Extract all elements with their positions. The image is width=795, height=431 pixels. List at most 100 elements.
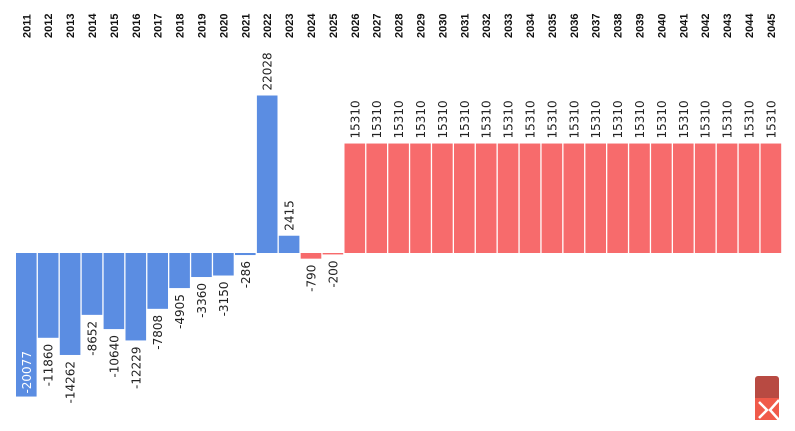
value-label-2018: -4905 — [173, 294, 187, 329]
bar-2015 — [103, 253, 125, 330]
value-label-2035: 15310 — [545, 100, 559, 138]
value-label-2013: -14262 — [64, 361, 78, 404]
value-label-2020: -3150 — [217, 282, 231, 317]
value-label-2022: 22028 — [261, 52, 275, 90]
year-label-2041: 2041 — [678, 14, 690, 38]
value-label-2016: -12229 — [129, 346, 143, 389]
year-label-2023: 2023 — [284, 14, 296, 38]
year-label-2019: 2019 — [197, 14, 209, 38]
bar-2038 — [607, 143, 628, 253]
bar-2036 — [563, 143, 585, 253]
value-label-2036: 15310 — [567, 100, 581, 138]
bar-2017 — [147, 253, 168, 309]
bar-2011 — [16, 253, 37, 397]
value-label-2037: 15310 — [589, 100, 603, 138]
value-label-2024: -790 — [305, 265, 319, 292]
bar-2043 — [716, 143, 738, 253]
brand-logo-icon — [755, 376, 780, 421]
bar-2021 — [235, 253, 256, 256]
value-label-2041: 15310 — [677, 100, 691, 138]
value-label-2015: -10640 — [107, 335, 121, 378]
value-label-2027: 15310 — [370, 100, 384, 138]
value-label-2043: 15310 — [721, 100, 735, 138]
year-label-2030: 2030 — [437, 14, 449, 38]
bar-2023 — [278, 235, 300, 253]
year-label-2016: 2016 — [131, 14, 143, 38]
year-label-2011: 2011 — [21, 14, 33, 38]
year-label-2015: 2015 — [109, 14, 121, 38]
year-label-2020: 2020 — [218, 14, 230, 38]
bar-2037 — [585, 143, 606, 253]
value-label-2038: 15310 — [611, 100, 625, 138]
year-label-2032: 2032 — [481, 14, 493, 38]
bar-2012 — [37, 253, 59, 338]
value-label-2039: 15310 — [633, 100, 647, 138]
bar-2042 — [694, 143, 716, 253]
value-label-2040: 15310 — [655, 100, 669, 138]
year-label-2043: 2043 — [722, 14, 734, 38]
value-label-2029: 15310 — [414, 100, 428, 138]
year-label-2036: 2036 — [569, 14, 581, 38]
value-label-2014: -8652 — [86, 321, 100, 356]
bar-2014 — [81, 253, 103, 315]
bars — [16, 95, 782, 397]
year-label-2039: 2039 — [635, 14, 647, 38]
year-label-2025: 2025 — [328, 14, 340, 38]
value-label-2019: -3360 — [195, 283, 209, 318]
year-label-2035: 2035 — [547, 14, 559, 38]
bar-2022 — [256, 95, 278, 253]
value-label-2028: 15310 — [392, 100, 406, 138]
bar-2033 — [497, 143, 519, 253]
year-label-2026: 2026 — [350, 14, 362, 38]
year-label-2022: 2022 — [262, 14, 274, 38]
bar-2016 — [125, 253, 147, 341]
value-label-2042: 15310 — [699, 100, 713, 138]
bar-2027 — [366, 143, 387, 253]
value-labels: -20077 -11860 -14262 -8652 -10640 -12229 -7808… — [20, 52, 779, 403]
bar-2044 — [738, 143, 760, 253]
value-label-2023: 2415 — [283, 200, 297, 231]
bar-2045 — [760, 143, 782, 253]
year-label-2038: 2038 — [613, 14, 625, 38]
bar-2024 — [300, 253, 322, 259]
bar-2019 — [191, 253, 212, 278]
value-label-2025: -200 — [326, 260, 340, 287]
bar-2040 — [651, 143, 672, 253]
value-label-2012: -11860 — [42, 344, 56, 387]
value-label-2021: -286 — [239, 261, 253, 288]
bar-2029 — [410, 143, 431, 253]
value-label-2044: 15310 — [743, 100, 757, 138]
year-label-2037: 2037 — [591, 14, 603, 38]
bar-2018 — [169, 253, 190, 289]
year-label-2017: 2017 — [153, 14, 165, 38]
bar-2035 — [541, 143, 563, 253]
value-label-2032: 15310 — [480, 100, 494, 138]
bar-2025 — [322, 253, 344, 255]
value-label-2031: 15310 — [458, 100, 472, 138]
year-label-2018: 2018 — [175, 14, 187, 38]
value-label-2030: 15310 — [436, 100, 450, 138]
year-label-2027: 2027 — [372, 14, 384, 38]
year-label-2045: 2045 — [766, 14, 778, 38]
year-label-2044: 2044 — [744, 13, 756, 38]
year-label-2042: 2042 — [700, 14, 712, 38]
year-label-2014: 2014 — [87, 13, 99, 38]
bar-2039 — [629, 143, 650, 253]
bar-2030 — [432, 143, 453, 253]
year-label-2028: 2028 — [394, 14, 406, 38]
year-label-2034: 2034 — [525, 13, 537, 38]
year-label-2033: 2033 — [503, 14, 515, 38]
value-label-2045: 15310 — [764, 100, 778, 138]
value-label-2026: 15310 — [348, 100, 362, 138]
value-label-2033: 15310 — [502, 100, 516, 138]
bar-2041 — [673, 143, 694, 253]
year-label-2031: 2031 — [459, 14, 471, 38]
year-label-2040: 2040 — [656, 14, 668, 38]
value-label-2017: -7808 — [151, 315, 165, 350]
year-label-2029: 2029 — [416, 14, 428, 38]
value-label-2034: 15310 — [524, 100, 538, 138]
year-label-2013: 2013 — [65, 14, 77, 38]
bar-2013 — [59, 253, 81, 355]
bar-2034 — [519, 143, 541, 253]
